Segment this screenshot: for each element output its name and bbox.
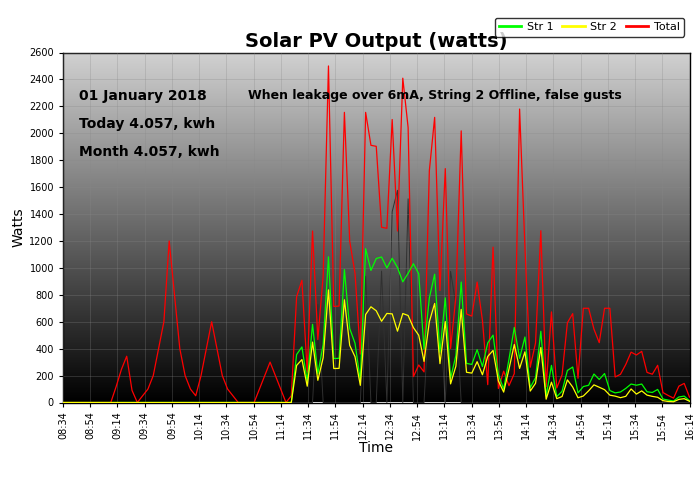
Legend: Str 1, Str 2, Total: Str 1, Str 2, Total <box>495 18 684 36</box>
X-axis label: Time: Time <box>359 441 393 455</box>
Text: Month 4.057, kwh: Month 4.057, kwh <box>78 145 219 159</box>
Y-axis label: Watts: Watts <box>11 208 25 248</box>
Text: When leakage over 6mA, String 2 Offline, false gusts: When leakage over 6mA, String 2 Offline,… <box>248 89 622 102</box>
Text: 01 January 2018: 01 January 2018 <box>78 89 206 104</box>
Title: Solar PV Output (watts): Solar PV Output (watts) <box>245 32 508 51</box>
Text: Today 4.057, kwh: Today 4.057, kwh <box>78 117 215 131</box>
